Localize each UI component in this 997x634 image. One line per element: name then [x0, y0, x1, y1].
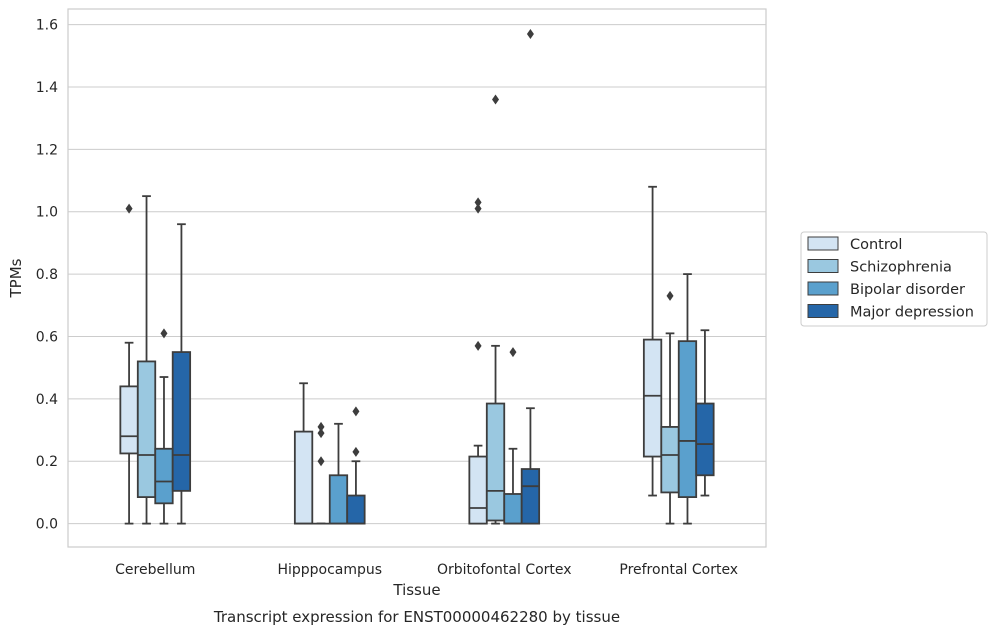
outlier-point [317, 456, 325, 467]
box-body [503, 493, 523, 525]
y-axis-ticks: 0.0 0.2 0.4 0.6 0.8 1.0 1.2 1.4 1.6 [36, 18, 58, 533]
box-body [642, 338, 663, 458]
box-body [154, 447, 174, 505]
box-body [677, 340, 698, 498]
box-bipolar-disorder [503, 347, 523, 525]
box-body [171, 351, 192, 492]
y-tick-label: 1.0 [36, 205, 58, 221]
legend-swatch [807, 304, 839, 318]
outlier-point [474, 340, 482, 351]
outlier-point [125, 203, 133, 214]
box-control [293, 382, 314, 525]
legend-label: Schizophrenia [850, 260, 952, 276]
y-tick-label: 0.8 [36, 267, 58, 283]
x-tick-label: Prefrontal Cortex [619, 562, 738, 578]
legend-label: Major depression [850, 305, 974, 321]
y-axis-title: TPMs [7, 258, 25, 298]
box-schizophrenia [312, 421, 330, 525]
box-control [119, 203, 139, 525]
legend: Control Schizophrenia Bipolar disorder Majo… [800, 231, 988, 327]
outlier-point [352, 446, 360, 457]
legend-swatch [807, 236, 839, 251]
box-major-depression [520, 28, 541, 525]
outlier-point [666, 290, 674, 301]
y-tick-label: 0.0 [36, 517, 58, 533]
box-body [485, 402, 506, 522]
x-axis-title: Tissue [392, 581, 440, 599]
legend-label: Control [850, 237, 902, 253]
legend-frame [800, 231, 988, 327]
x-axis-ticks: Cerebellum Hipppocampus Orbitofontal Corte… [115, 562, 738, 578]
box-schizophrenia [485, 94, 506, 525]
y-tick-label: 1.4 [36, 80, 58, 96]
box-body [468, 455, 488, 525]
box-body [119, 385, 139, 455]
box-major-depression [171, 223, 192, 525]
chart-caption: Transcript expression for ENST0000046228… [213, 608, 620, 626]
legend-swatch [807, 259, 839, 273]
legend-label: Bipolar disorder [850, 282, 965, 298]
box-body [136, 360, 157, 498]
y-tick-label: 0.4 [36, 392, 58, 408]
box-control [468, 197, 488, 525]
box-major-depression [695, 329, 715, 497]
outlier-point [526, 28, 534, 39]
boxes-layer [119, 28, 715, 525]
outlier-point [474, 197, 482, 208]
box-body [660, 426, 680, 494]
outlier-point [352, 406, 360, 417]
box-body [293, 430, 314, 525]
y-tick-label: 1.2 [36, 142, 58, 158]
x-tick-label: Cerebellum [115, 562, 195, 578]
box-control [642, 185, 663, 497]
box-schizophrenia [660, 290, 680, 525]
outlier-point [509, 347, 517, 358]
box-body [328, 474, 349, 525]
box-schizophrenia [136, 195, 157, 525]
x-tick-label: Hipppocampus [277, 562, 382, 578]
y-tick-label: 1.6 [36, 18, 58, 34]
box-body [520, 468, 541, 525]
x-tick-label: Orbitofontal Cortex [437, 562, 572, 578]
outlier-point [474, 203, 482, 214]
outlier-point [492, 94, 500, 105]
outlier-point [160, 328, 168, 339]
box-major-depression [346, 406, 366, 525]
outlier-point [317, 428, 325, 439]
outlier-point [317, 421, 325, 432]
y-tick-label: 0.2 [36, 454, 58, 470]
box-body [346, 494, 366, 525]
box-body [695, 402, 715, 477]
legend-swatch [807, 281, 839, 296]
y-tick-label: 0.6 [36, 329, 58, 345]
